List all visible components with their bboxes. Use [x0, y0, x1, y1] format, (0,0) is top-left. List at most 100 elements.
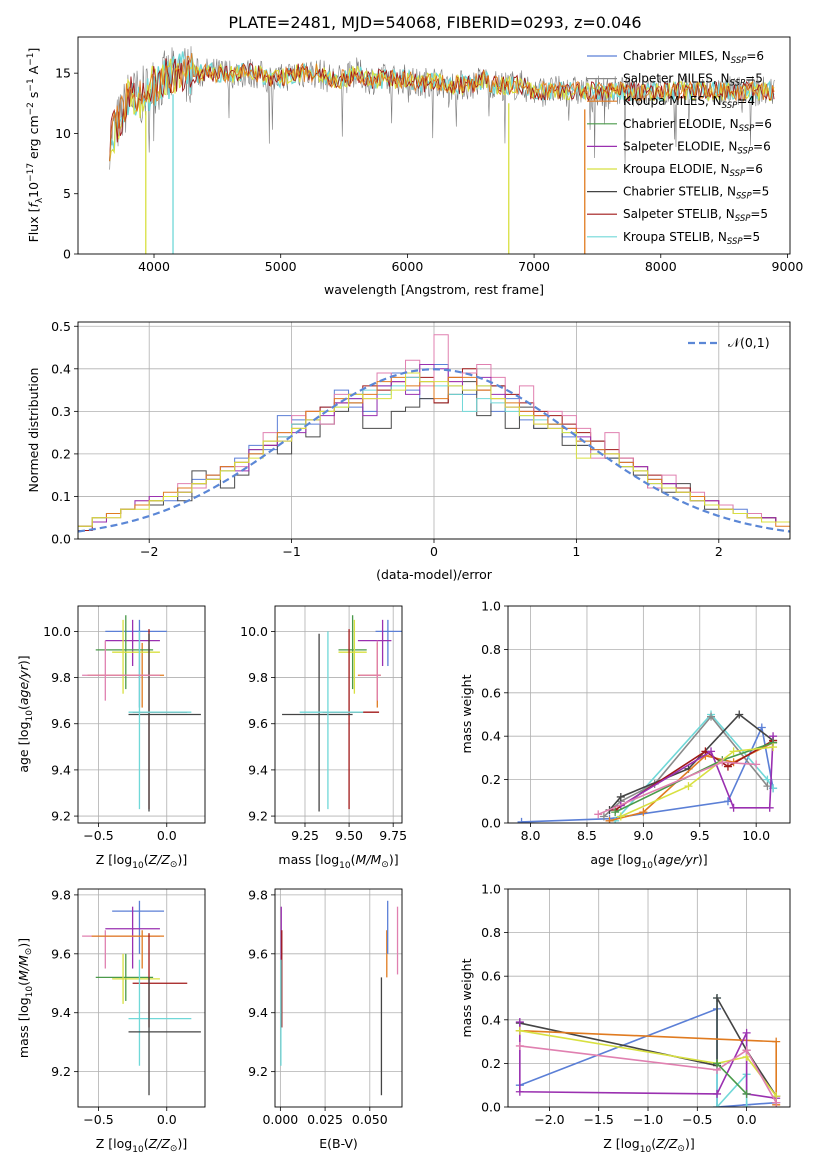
label-part: s	[26, 92, 41, 103]
y-tick-label: 0.3	[51, 404, 71, 419]
label-part: 10	[132, 861, 144, 871]
y-tick-label: 0.4	[481, 729, 501, 744]
y-tick-label: 0.2	[481, 1056, 501, 1071]
y-axis-label: age [log10(age/yr)]	[16, 655, 35, 772]
legend-sub: SSP	[722, 101, 738, 111]
y-tick-label: 0.4	[51, 361, 71, 376]
x-axis-label: mass [log10(M/M⊙)]	[278, 852, 398, 871]
panel-residuals: −2 −1 0 1 2 0.0 0.1 0.2 0.3 0.4 0.5 𝒩(0,1) (data-mod…	[26, 319, 791, 582]
y-tick-label: 0.0	[481, 816, 501, 831]
legend-name: Chabrier ELODIE, N	[623, 117, 739, 131]
label-part: mass weight	[459, 674, 474, 753]
y-tick-label: 9.2	[248, 1064, 268, 1079]
y-axis-label: mass weight	[459, 958, 474, 1037]
y-tick-label: 0.5	[51, 319, 71, 334]
label-part: 10	[132, 1145, 144, 1155]
label-part: Z [log	[96, 1136, 132, 1151]
x-tick-label: 6000	[391, 259, 423, 274]
plot-area	[280, 900, 399, 1096]
x-tick-label: −0.5	[83, 1112, 113, 1127]
data-point	[517, 817, 526, 823]
label-part: age [log	[590, 852, 641, 867]
x-tick-label: 0.025	[307, 1112, 343, 1127]
label-part: Normed distribution	[26, 368, 41, 493]
x-tick-label: 0.0	[157, 1112, 177, 1127]
label-part: Z/Z	[655, 1136, 678, 1151]
label-part: 10	[642, 861, 654, 871]
label-part: age/yr	[658, 852, 699, 867]
label-part: −17	[26, 163, 36, 182]
x-tick-label: 9.50	[335, 828, 363, 843]
x-tick-label: 0	[430, 544, 438, 559]
y-tick-label: 9.4	[51, 762, 71, 777]
y-tick-label: 9.2	[248, 809, 268, 824]
y-axis-label: Flux [fλ10−17 erg cm−2 s−1 A−1]	[26, 48, 45, 243]
legend-label: Chabrier STELIB, NSSP=5	[623, 185, 769, 202]
mass-weight-series	[519, 1021, 777, 1100]
x-tick-label: −2	[140, 544, 158, 559]
panel-mass-vs-ebv: 0.000 0.025 0.050 9.2 9.4 9.6 9.8 E(B-V)	[248, 887, 403, 1151]
label-part: 10	[26, 182, 41, 198]
y-tick-label: 9.6	[248, 716, 268, 731]
panel-mass-weight-vs-age: 8.0 8.5 9.0 9.5 10.0 0.0 0.2 0.4 0.6 0.8 1.0 age [l…	[459, 599, 791, 871]
legend-nssp: =5	[745, 72, 763, 86]
axes-frame	[507, 888, 791, 1108]
label-part: )]	[177, 1136, 187, 1151]
label-part: Z/Z	[148, 852, 171, 867]
legend-label: Kroupa ELODIE, NSSP=6	[623, 162, 763, 179]
y-tick-label: 0.0	[51, 532, 71, 547]
mass-weight-series	[620, 746, 774, 818]
legend-nssp: =4	[737, 94, 755, 108]
label-part: )]	[698, 852, 708, 867]
data-point	[713, 1103, 722, 1107]
label-part: (	[651, 1136, 656, 1151]
label-part: Z [log	[96, 852, 132, 867]
axes-frame	[274, 888, 403, 1108]
label-part: 10	[25, 710, 35, 722]
plot-area	[517, 710, 778, 823]
data-point	[515, 1041, 524, 1050]
data-point	[713, 994, 722, 1002]
label-part: ⊙	[170, 860, 178, 870]
legend-nssp: =5	[750, 207, 768, 221]
legend-label: Chabrier MILES, NSSP=6	[623, 49, 764, 66]
label-part: (	[16, 981, 31, 986]
data-point	[729, 747, 738, 756]
legend-name: Chabrier STELIB, N	[623, 185, 736, 199]
y-axis-label: Normed distribution	[26, 368, 41, 493]
label-part: E(B-V)	[319, 1136, 358, 1151]
label-part: 10	[339, 861, 351, 871]
x-tick-label: 0.050	[352, 1112, 388, 1127]
legend-label: Kroupa STELIB, NSSP=5	[623, 230, 760, 247]
data-point	[729, 803, 738, 812]
data-point	[611, 808, 620, 817]
x-tick-label: −1.5	[584, 1112, 614, 1127]
data-point	[639, 808, 648, 817]
mass-weight-series	[519, 1007, 777, 1107]
legend-name: Kroupa STELIB, N	[623, 230, 727, 244]
label-part: A	[26, 65, 41, 78]
data-point	[616, 792, 625, 801]
x-tick-label: 0.0	[737, 1112, 757, 1127]
label-part: wavelength [Angstrom, rest frame]	[324, 282, 544, 297]
x-tick-label: −0.5	[83, 828, 113, 843]
label-part: −1	[26, 52, 36, 65]
y-tick-label: 9.6	[248, 946, 268, 961]
label-part: (	[144, 1136, 149, 1151]
panel-age-vs-Z: −0.5 0.09.29.49.69.810.0Z [log10(Z/Z⊙)]ag…	[16, 605, 206, 871]
label-part: ⊙	[170, 1144, 178, 1154]
data-point	[772, 1098, 781, 1107]
legend-nssp: =6	[754, 117, 772, 131]
x-axis-label: wavelength [Angstrom, rest frame]	[324, 282, 544, 297]
axes-frame	[77, 605, 206, 824]
legend-label: Salpeter ELODIE, NSSP=6	[623, 139, 771, 156]
axes-frame	[77, 36, 791, 255]
legend-sub: SSP	[736, 192, 752, 202]
y-tick-label: 9.4	[248, 1005, 268, 1020]
legend-sub: SSP	[730, 169, 746, 179]
data-point	[752, 760, 761, 769]
x-tick-label: 1	[572, 544, 580, 559]
legend-sub: SSP	[730, 79, 746, 89]
y-tick-label: 9.4	[51, 1005, 71, 1020]
label-part: )]	[685, 1136, 695, 1151]
